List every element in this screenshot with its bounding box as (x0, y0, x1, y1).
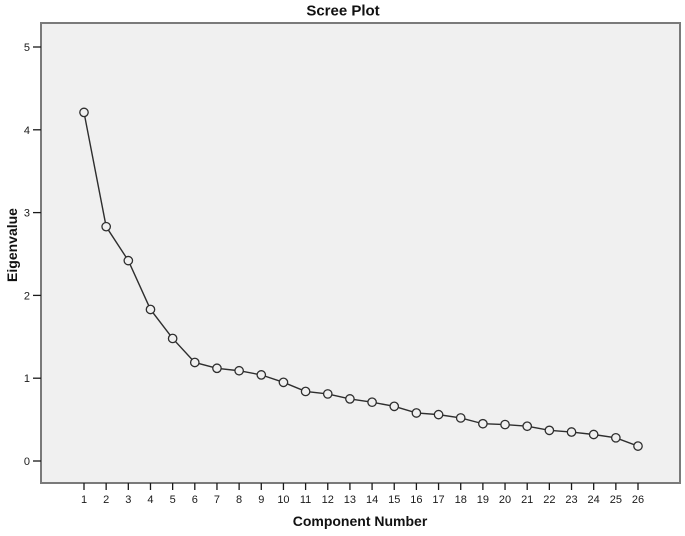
data-point-marker-8 (234, 365, 244, 376)
x-tick-label-5: 5 (170, 494, 176, 506)
x-tick-label-16: 16 (410, 494, 422, 506)
data-point-marker-17 (433, 409, 444, 420)
x-tick-label-14: 14 (366, 494, 378, 506)
data-point-marker-4 (145, 304, 156, 315)
data-point-marker-25 (610, 432, 621, 443)
data-point-marker-21 (522, 421, 533, 432)
data-point-marker-14 (367, 397, 377, 408)
data-point-marker-23 (566, 427, 577, 437)
data-point-marker-12 (322, 389, 333, 399)
plot-panel (40, 22, 681, 484)
data-point-marker-7 (212, 363, 222, 374)
x-tick-label-19: 19 (477, 494, 489, 506)
x-tick-label-11: 11 (300, 494, 311, 506)
x-tick-label-21: 21 (521, 494, 533, 506)
x-tick-label-3: 3 (125, 494, 131, 506)
data-point-marker-16 (411, 408, 422, 418)
data-point-marker-10 (278, 377, 289, 388)
x-tick-label-13: 13 (344, 494, 356, 506)
data-point-marker-9 (256, 370, 267, 380)
data-point-marker-22 (544, 425, 555, 436)
x-tick-label-17: 17 (432, 494, 444, 506)
y-tick-label-4: 4 (24, 125, 30, 137)
x-tick-label-22: 22 (543, 494, 555, 506)
x-tick-label-4: 4 (147, 494, 153, 506)
data-point-marker-11 (300, 386, 311, 397)
x-axis-title: Component Number (292, 513, 428, 529)
x-tick-label-2: 2 (103, 494, 109, 506)
data-point-marker-18 (455, 413, 466, 423)
x-tick-label-12: 12 (322, 494, 334, 506)
x-tick-label-10: 10 (277, 494, 289, 506)
data-point-marker-24 (588, 429, 599, 440)
x-tick-label-26: 26 (632, 494, 644, 506)
data-point-marker-26 (633, 441, 643, 451)
data-point-marker-3 (123, 255, 134, 266)
chart-title: Scree Plot (306, 2, 380, 20)
x-tick-label-9: 9 (258, 494, 264, 506)
x-tick-label-8: 8 (236, 494, 242, 506)
x-tick-label-1: 1 (81, 494, 87, 506)
data-point-marker-13 (345, 394, 355, 404)
data-point-marker-20 (500, 419, 510, 430)
data-point-marker-2 (101, 221, 112, 232)
x-tick-label-25: 25 (610, 494, 622, 506)
x-tick-label-18: 18 (455, 494, 467, 506)
x-tick-label-23: 23 (565, 494, 577, 506)
y-tick-label-0: 0 (24, 456, 30, 468)
x-tick-label-15: 15 (388, 494, 400, 506)
data-point-marker-5 (167, 333, 178, 344)
x-tick-label-6: 6 (192, 494, 198, 506)
y-tick-label-1: 1 (24, 373, 30, 385)
x-tick-label-20: 20 (499, 494, 511, 506)
data-point-marker-19 (478, 418, 488, 429)
x-tick-label-7: 7 (214, 494, 220, 506)
y-tick-label-3: 3 (24, 208, 30, 220)
x-tick-label-24: 24 (588, 494, 600, 506)
y-tick-label-5: 5 (24, 42, 30, 54)
data-point-marker-15 (389, 401, 400, 412)
data-point-marker-6 (189, 357, 200, 368)
data-point-marker-1 (79, 107, 89, 118)
y-tick-label-2: 2 (24, 290, 30, 302)
